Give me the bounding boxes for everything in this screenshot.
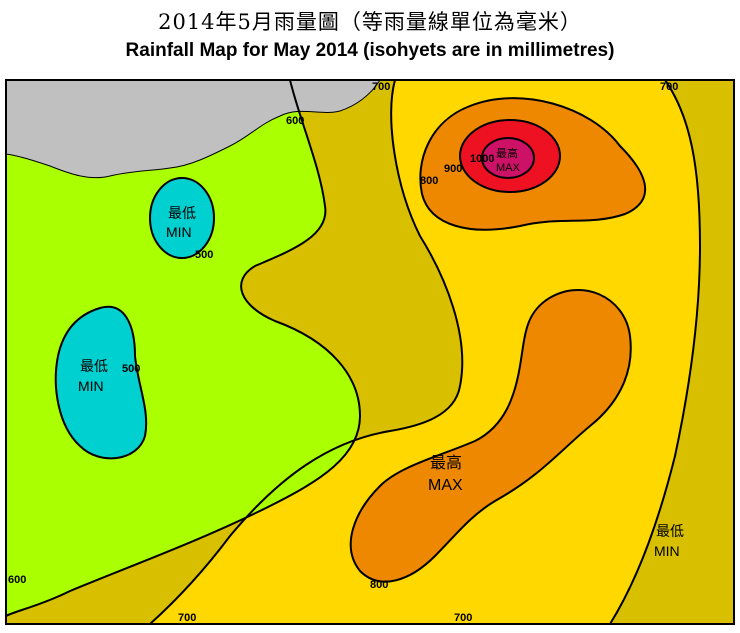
rainfall-map-svg: 700 600 700 800 900 1000 500 500 600 700… [5, 79, 735, 625]
map-title-english: Rainfall Map for May 2014 (isohyets are … [125, 40, 615, 61]
isohyet-600-west [5, 79, 362, 617]
min-area-w [54, 305, 148, 460]
isohyet-label-700-topright: 700 [660, 81, 678, 93]
map-title-chinese: 2014年5月雨量圖（等雨量線單位為毫米） [158, 10, 582, 34]
isohyet-label-500-nw: 500 [195, 249, 213, 261]
min-label-w-en: MIN [78, 378, 104, 394]
rainfall-map: 700 600 700 800 900 1000 500 500 600 700… [0, 76, 740, 633]
isohyet-label-600-top: 600 [286, 115, 304, 127]
isohyet-label-1000-ne: 1000 [470, 153, 494, 165]
min-label-w-zh: 最低 [80, 358, 108, 374]
min-label-se-en: MIN [654, 543, 680, 559]
max-label-ne-en: MAX [496, 162, 521, 174]
max-label-centre-en: MAX [428, 477, 463, 494]
isohyet-label-600-bl: 600 [8, 574, 26, 586]
land-grey-north [5, 79, 381, 179]
isohyet-label-900-ne: 900 [444, 163, 462, 175]
band-600-700-east [610, 80, 734, 624]
band-500-600 [6, 80, 360, 616]
min-label-nw-en: MIN [166, 224, 192, 240]
max-label-centre-zh: 最高 [430, 454, 462, 472]
band-gt-1000 [481, 137, 535, 179]
min-area-nw [149, 177, 215, 259]
isohyet-label-700-bottom: 700 [178, 612, 196, 624]
map-frame [5, 79, 735, 625]
min-label-se-zh: 最低 [656, 523, 684, 539]
max-label-ne-zh: 最高 [496, 146, 518, 160]
isohyet-label-700-bottomright: 700 [454, 612, 472, 624]
isohyet-label-800-ne: 800 [420, 175, 438, 187]
isohyet-label-500-w: 500 [122, 363, 140, 375]
isohyet-label-700-top: 700 [372, 81, 390, 93]
isohyet-700-east [609, 79, 702, 625]
isohyet-label-800-bottom: 800 [370, 579, 388, 591]
max-area-centre [349, 289, 632, 583]
min-label-nw-zh: 最低 [168, 205, 196, 221]
isohyet-700-west [149, 79, 464, 625]
